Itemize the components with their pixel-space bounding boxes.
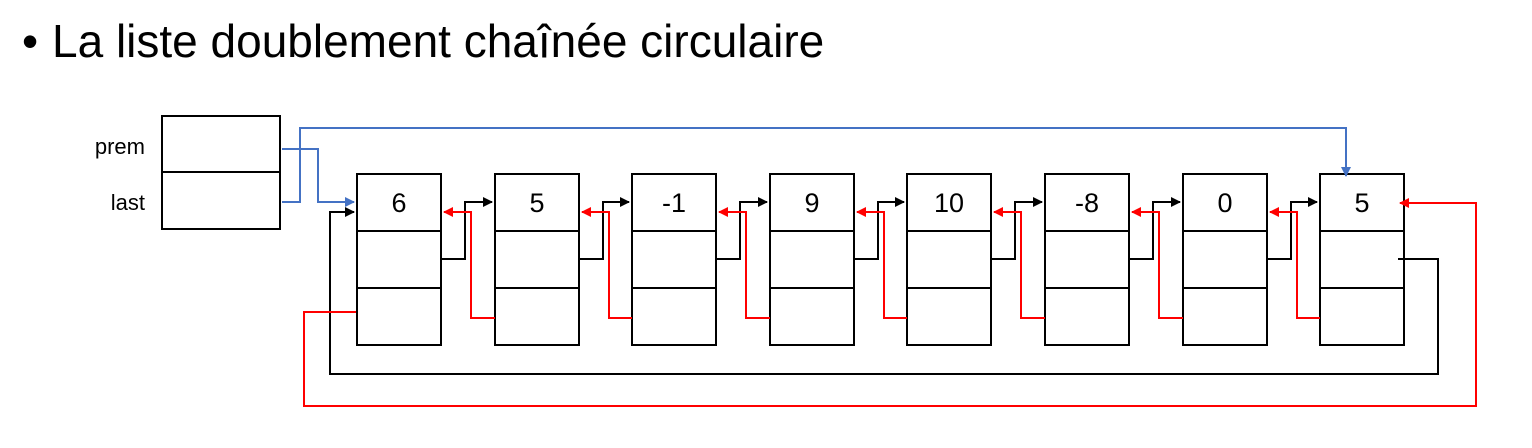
slide-title: • La liste doublement chaînée circulaire bbox=[8, 14, 824, 68]
prev-link-arrow bbox=[1269, 207, 1320, 319]
last-pointer-arrow bbox=[282, 148, 355, 207]
next-link-arrow bbox=[716, 197, 768, 260]
node-value: 0 bbox=[1217, 188, 1232, 218]
nodes-layer: 6 5 -1 9 10 -8 0 5 bbox=[356, 173, 1405, 346]
node-value: 6 bbox=[391, 188, 406, 218]
links-layer bbox=[441, 197, 1320, 319]
node-value: -1 bbox=[662, 188, 686, 218]
next-link-arrow bbox=[579, 197, 630, 260]
list-node: 5 bbox=[494, 173, 580, 346]
list-node: -8 bbox=[1044, 173, 1130, 346]
list-node: 9 bbox=[769, 173, 855, 346]
list-node: 0 bbox=[1182, 173, 1268, 346]
last-label: last bbox=[111, 190, 145, 215]
list-node: 5 bbox=[1319, 173, 1405, 346]
bullet-point: • bbox=[21, 15, 39, 67]
next-link-arrow bbox=[1267, 197, 1318, 260]
node-value: 9 bbox=[804, 188, 819, 218]
prev-link-arrow bbox=[856, 207, 907, 319]
next-link-arrow bbox=[441, 197, 493, 260]
prem-label: prem bbox=[95, 134, 145, 159]
prev-link-arrow bbox=[581, 207, 632, 319]
prev-link-arrow bbox=[1131, 207, 1183, 319]
prev-link-arrow bbox=[443, 207, 495, 319]
prem-pointer-arrow bbox=[282, 127, 1351, 177]
next-link-arrow bbox=[854, 197, 905, 260]
node-value: 10 bbox=[934, 188, 964, 218]
prev-link-arrow bbox=[718, 207, 770, 319]
wrap-next-arrow bbox=[329, 207, 1439, 375]
list-node: 6 bbox=[356, 173, 442, 346]
list-node: 10 bbox=[906, 173, 992, 346]
next-link-arrow bbox=[1129, 197, 1181, 260]
list-node: -1 bbox=[631, 173, 717, 346]
prev-link-arrow bbox=[993, 207, 1045, 319]
node-value: 5 bbox=[1354, 188, 1369, 218]
node-value: -8 bbox=[1075, 188, 1099, 218]
next-link-arrow bbox=[991, 197, 1043, 260]
node-value: 5 bbox=[529, 188, 544, 218]
wrap-prev-arrow bbox=[303, 198, 1477, 407]
header-box bbox=[161, 115, 281, 230]
title-text: La liste doublement chaînée circulaire bbox=[52, 15, 825, 67]
